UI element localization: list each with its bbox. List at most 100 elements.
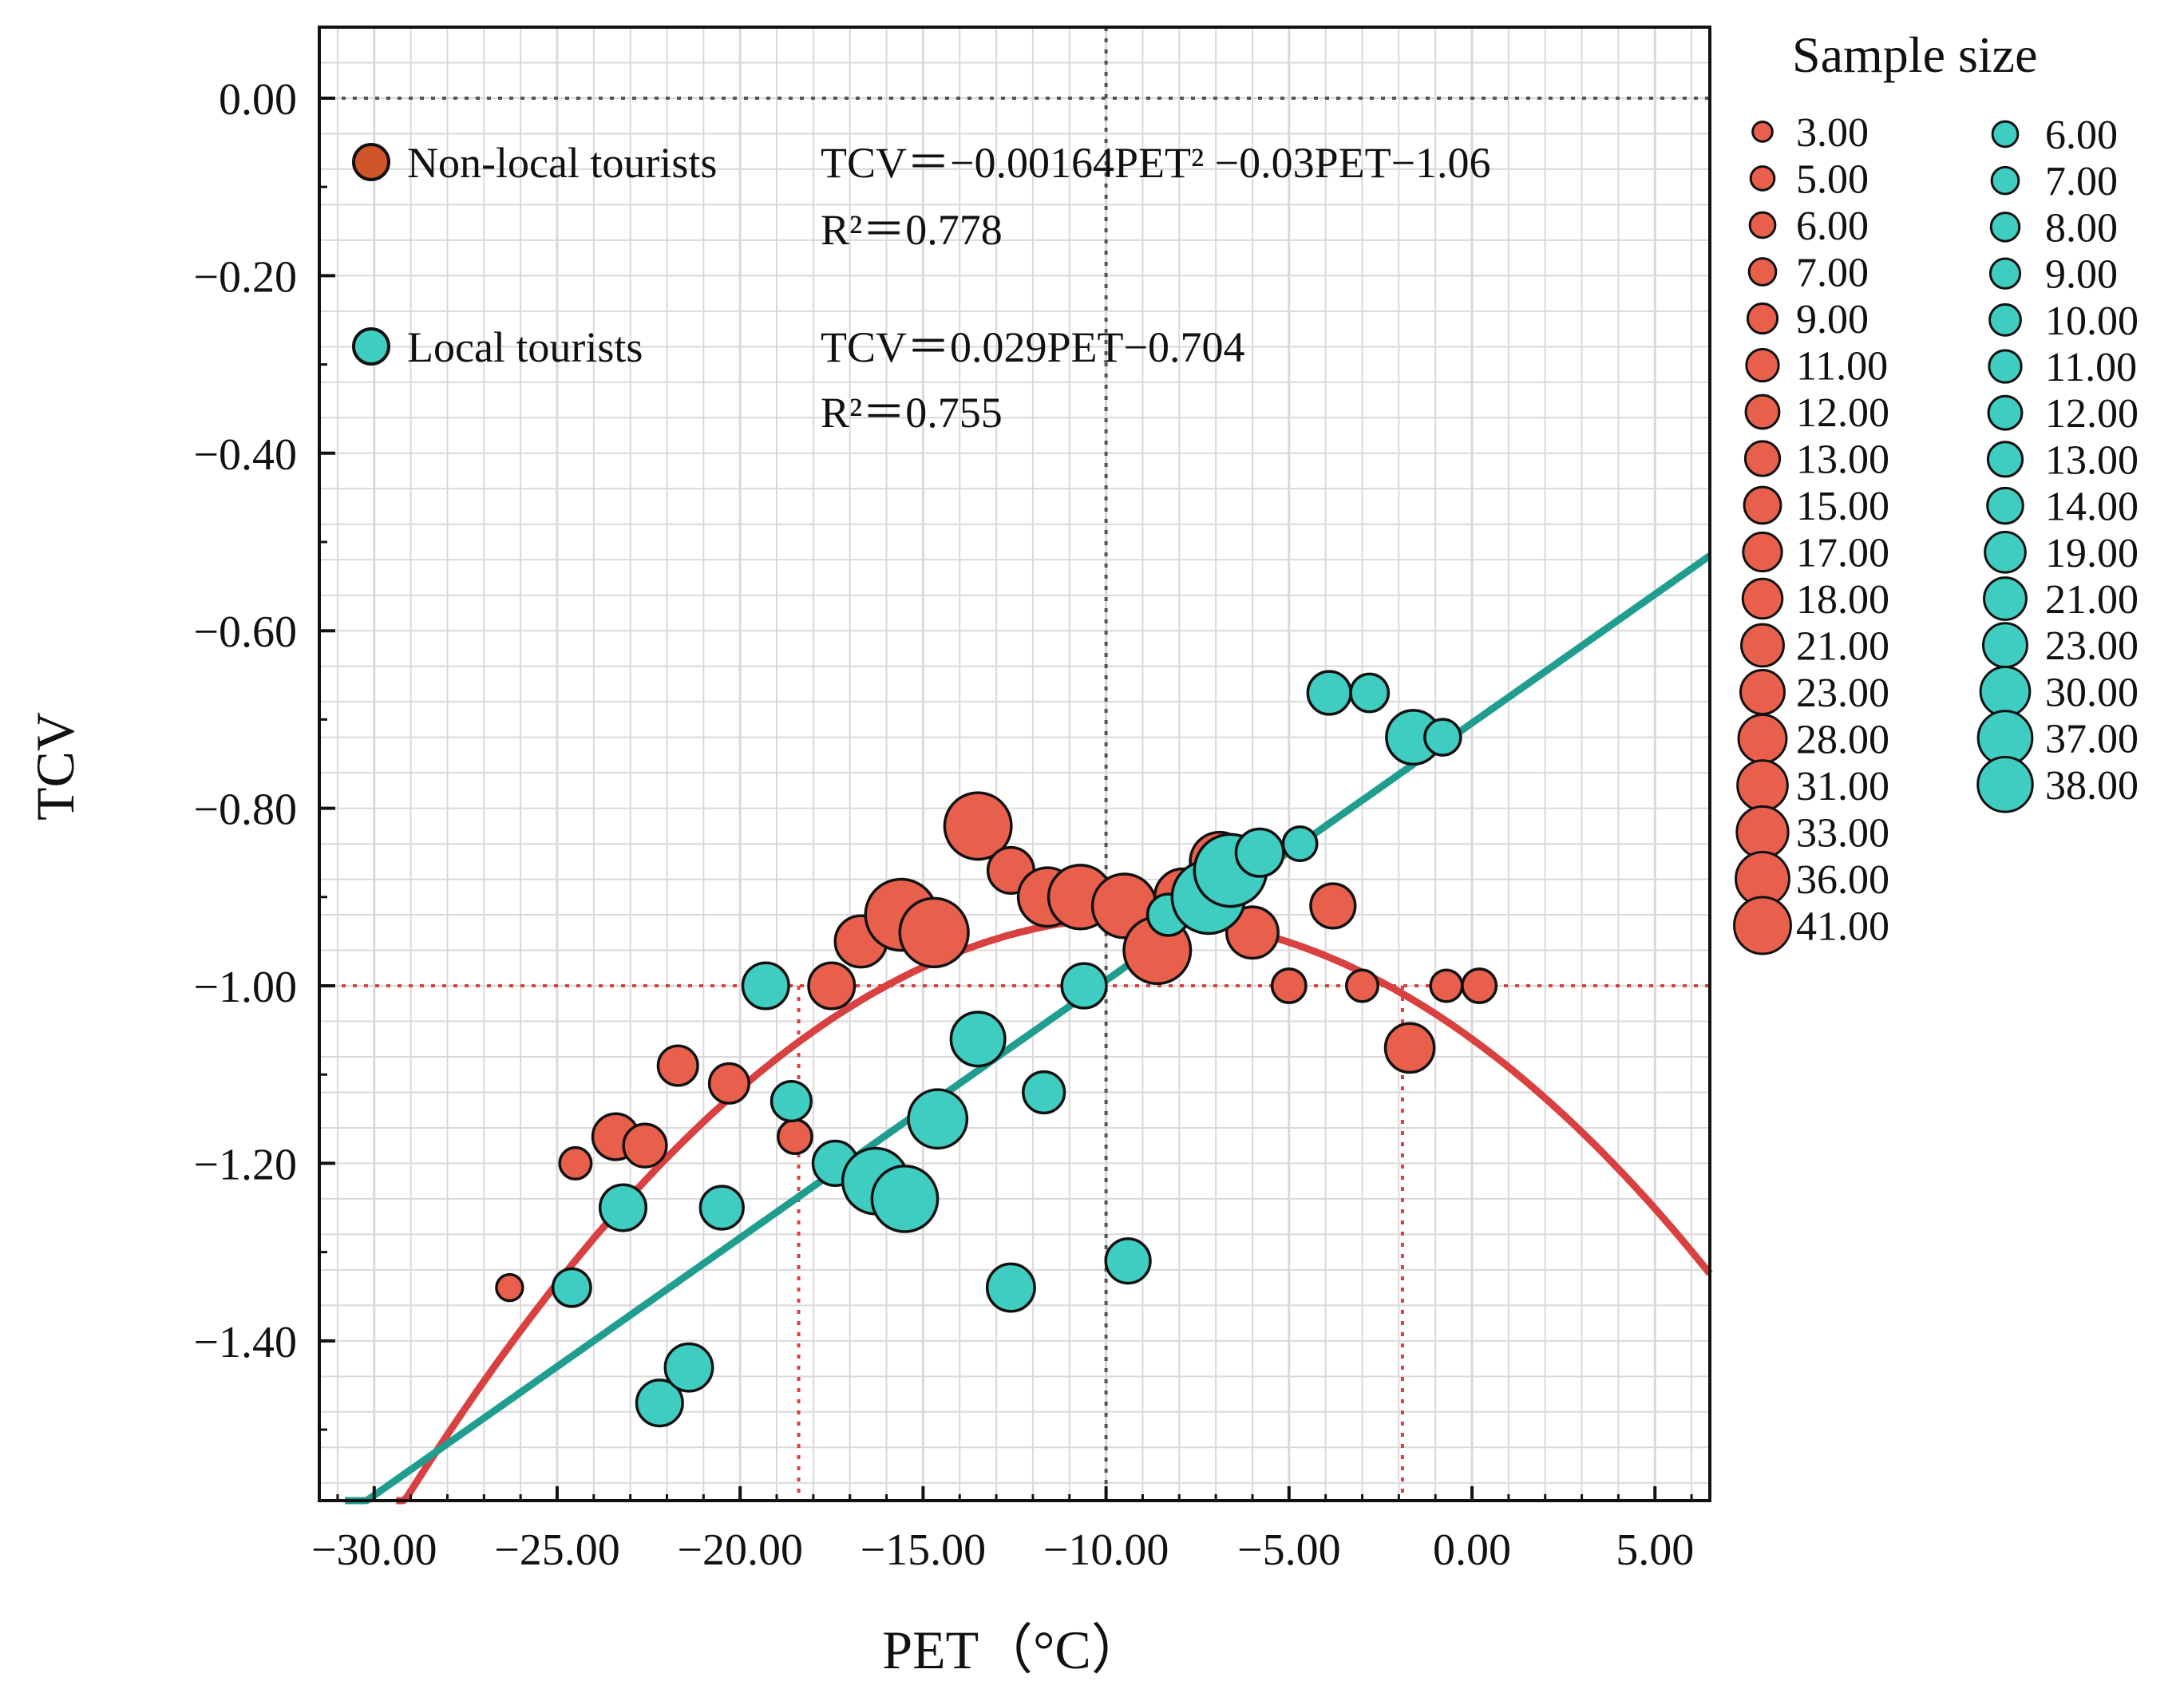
size-legend-label-non-local: 28.00 bbox=[1796, 718, 1889, 763]
point-local bbox=[1349, 672, 1391, 714]
size-legend-marker-non-local bbox=[1741, 577, 1784, 620]
equation-local: TCV＝0.029PET−0.704 bbox=[821, 323, 1244, 371]
size-legend-label-non-local: 17.00 bbox=[1796, 531, 1889, 576]
point-non-local bbox=[707, 1062, 750, 1105]
y-tick-label: 0.00 bbox=[219, 75, 297, 125]
x-tick-label: 5.00 bbox=[1616, 1525, 1694, 1575]
size-legend-marker-local bbox=[1983, 576, 2028, 621]
size-legend-label-local: 23.00 bbox=[2045, 623, 2138, 669]
r2-non-local: R²＝0.778 bbox=[821, 206, 1003, 254]
size-legend-label-local: 11.00 bbox=[2045, 345, 2137, 390]
point-local bbox=[598, 1183, 648, 1232]
size-legend-label-local: 14.00 bbox=[2045, 485, 2138, 530]
point-non-local bbox=[807, 961, 857, 1011]
x-axis-title: PET（°C） bbox=[882, 1620, 1145, 1680]
y-tick-label: −0.80 bbox=[193, 785, 297, 835]
size-legend-label-local: 13.00 bbox=[2045, 437, 2138, 483]
size-legend-label-non-local: 33.00 bbox=[1796, 811, 1889, 856]
size-legend-marker-local bbox=[1982, 622, 2028, 669]
size-legend-marker-local bbox=[1986, 441, 2024, 478]
point-local bbox=[949, 1011, 1007, 1068]
y-axis-title: TCV bbox=[25, 712, 85, 821]
reference-lines bbox=[319, 27, 1710, 1501]
size-legend-label-local: 30.00 bbox=[2045, 670, 2138, 715]
x-tick-label: −5.00 bbox=[1237, 1525, 1341, 1575]
size-legend-title: Sample size bbox=[1792, 26, 2037, 83]
point-non-local bbox=[1383, 1022, 1436, 1074]
size-legend-marker-local bbox=[1979, 666, 2032, 718]
point-non-local bbox=[1429, 968, 1464, 1003]
size-legend-label-non-local: 18.00 bbox=[1796, 577, 1889, 623]
size-legend-marker-non-local bbox=[1739, 669, 1786, 715]
size-legend-marker-local bbox=[1988, 349, 2023, 384]
point-local bbox=[770, 1080, 813, 1123]
size-legend-label-non-local: 9.00 bbox=[1796, 297, 1869, 342]
point-non-local bbox=[495, 1272, 524, 1303]
point-local bbox=[1060, 962, 1108, 1010]
point-non-local bbox=[898, 896, 970, 968]
point-local bbox=[870, 1165, 940, 1233]
y-tick-label: −0.40 bbox=[193, 430, 297, 480]
size-legend-marker-non-local bbox=[1749, 165, 1776, 192]
size-legend-marker-non-local bbox=[1733, 896, 1792, 955]
point-non-local bbox=[558, 1145, 593, 1181]
point-local bbox=[635, 1379, 684, 1428]
size-legend: 3.005.006.007.009.0011.0012.0013.0015.00… bbox=[1733, 110, 2138, 955]
size-legend-label-local: 7.00 bbox=[2045, 159, 2118, 204]
point-non-local bbox=[1309, 882, 1357, 930]
point-local bbox=[1104, 1237, 1152, 1285]
x-tick-label: 0.00 bbox=[1433, 1525, 1511, 1575]
y-tick-label: −0.60 bbox=[193, 607, 297, 657]
y-tick-label: −0.20 bbox=[193, 252, 297, 302]
size-legend-marker-non-local bbox=[1748, 211, 1777, 239]
x-tick-label: −25.00 bbox=[494, 1525, 620, 1575]
size-legend-marker-local bbox=[1984, 530, 2027, 574]
point-local bbox=[907, 1088, 969, 1150]
size-legend-label-non-local: 11.00 bbox=[1796, 344, 1888, 390]
point-non-local bbox=[1461, 967, 1498, 1004]
fit-lines bbox=[345, 552, 1713, 1505]
size-legend-label-local: 21.00 bbox=[2045, 577, 2138, 623]
size-legend-marker-non-local bbox=[1735, 805, 1790, 860]
y-tick-label: −1.40 bbox=[193, 1318, 297, 1367]
r2-local: R²＝0.755 bbox=[821, 389, 1003, 437]
y-tick-label: −1.20 bbox=[193, 1140, 297, 1189]
size-legend-label-non-local: 3.00 bbox=[1796, 110, 1869, 156]
size-legend-label-local: 19.00 bbox=[2045, 531, 2138, 576]
size-legend-label-non-local: 21.00 bbox=[1796, 624, 1889, 670]
point-non-local bbox=[1344, 968, 1380, 1003]
x-tick-label: −10.00 bbox=[1043, 1525, 1169, 1575]
axis-ticks: −30.00 −25.00 −20.00 −15.00 −10.00 −5.00 0.00 5… bbox=[193, 75, 1694, 1575]
size-legend-label-non-local: 36.00 bbox=[1796, 857, 1889, 903]
size-legend-marker-non-local bbox=[1744, 394, 1781, 430]
size-legend-label-local: 38.00 bbox=[2045, 763, 2138, 809]
point-local bbox=[1234, 827, 1285, 878]
point-non-local bbox=[656, 1044, 699, 1087]
size-legend-label-non-local: 41.00 bbox=[1796, 904, 1889, 950]
point-non-local bbox=[622, 1122, 668, 1169]
size-legend-label-non-local: 23.00 bbox=[1796, 670, 1889, 716]
size-legend-marker-non-local bbox=[1740, 623, 1785, 668]
size-legend-marker-non-local bbox=[1751, 121, 1774, 143]
point-local bbox=[1281, 825, 1319, 863]
size-legend-marker-non-local bbox=[1745, 347, 1780, 383]
point-local bbox=[551, 1267, 592, 1308]
point-non-local bbox=[777, 1118, 813, 1155]
size-legend-marker-non-local bbox=[1746, 302, 1779, 335]
point-local bbox=[698, 1185, 745, 1231]
y-tick-label: −1.00 bbox=[193, 963, 297, 1012]
size-legend-label-non-local: 5.00 bbox=[1796, 157, 1869, 203]
size-legend-label-non-local: 15.00 bbox=[1796, 484, 1889, 529]
size-legend-label-non-local: 31.00 bbox=[1796, 764, 1889, 809]
size-legend-marker-local bbox=[1988, 303, 2022, 337]
size-legend-label-local: 8.00 bbox=[2045, 205, 2118, 251]
size-legend-marker-non-local bbox=[1737, 714, 1788, 764]
size-legend-marker-local bbox=[1990, 165, 2020, 196]
size-legend-marker-non-local bbox=[1742, 531, 1783, 573]
inline-legend: Non-local tourists TCV＝−0.00164PET² −0.0… bbox=[352, 139, 1491, 437]
equation-non-local: TCV＝−0.00164PET² −0.03PET−1.06 bbox=[821, 139, 1491, 187]
point-non-local bbox=[1270, 967, 1308, 1004]
fit-line-local bbox=[345, 552, 1712, 1505]
